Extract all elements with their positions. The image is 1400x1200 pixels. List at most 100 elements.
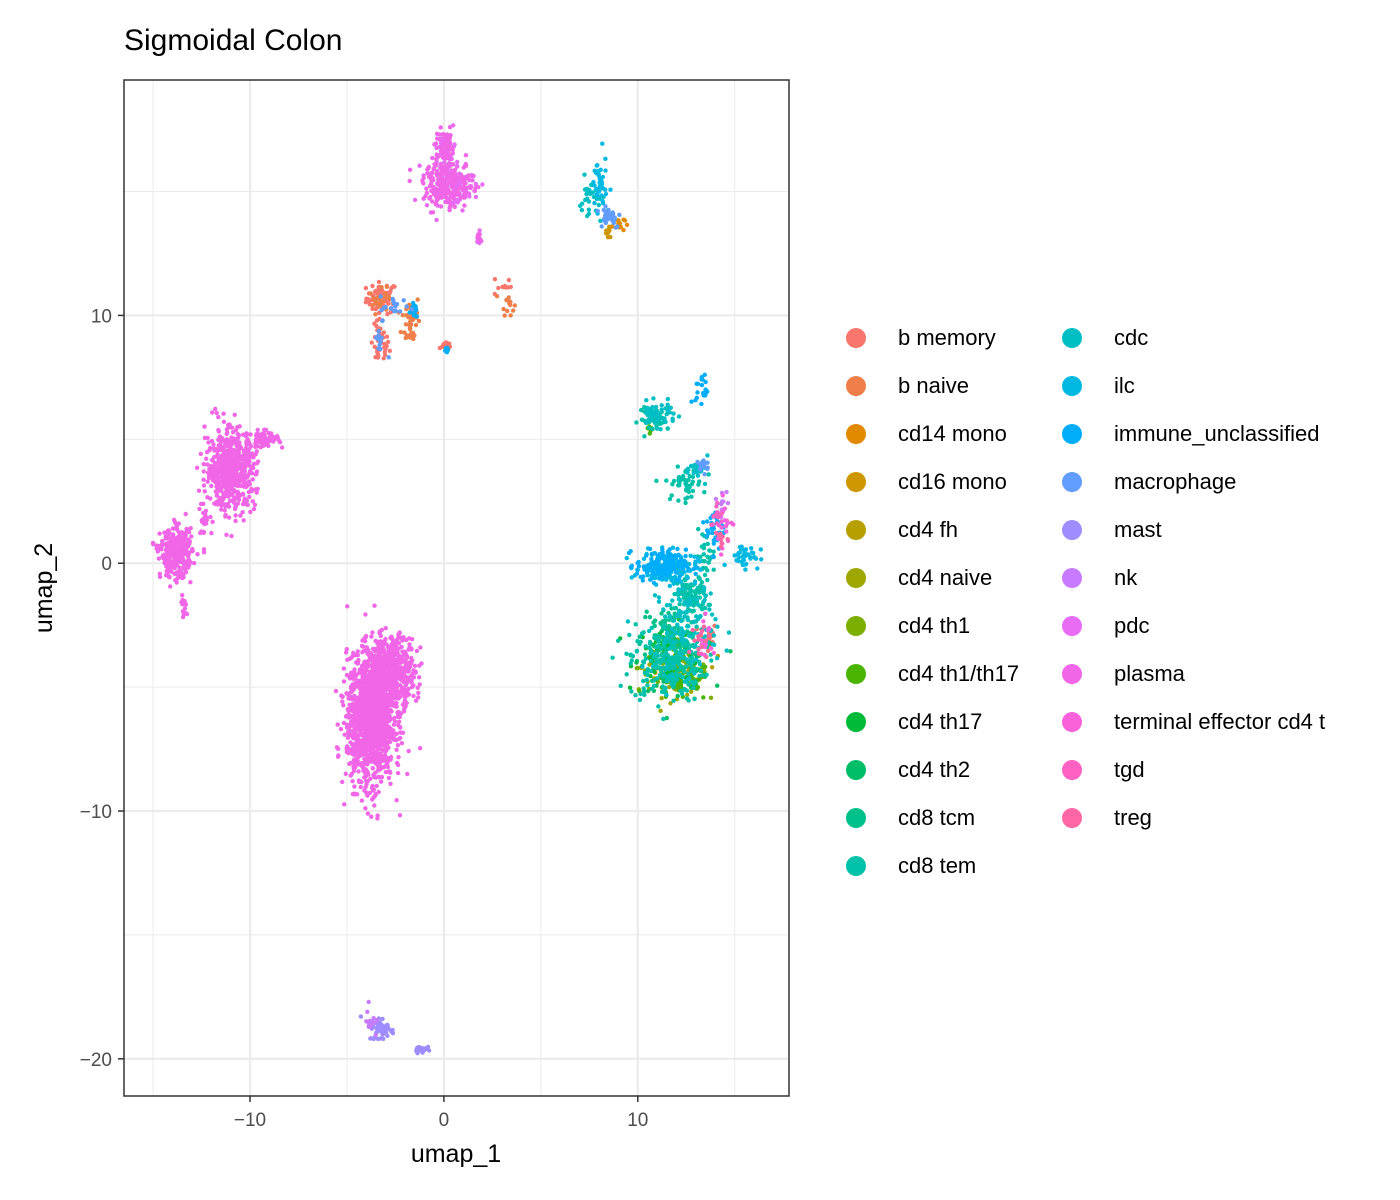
data-point [654,478,659,483]
data-point [182,559,187,565]
data-point [387,348,392,353]
data-point [595,163,600,168]
data-point [473,194,479,200]
data-point [505,308,510,314]
data-point [230,487,236,493]
data-point [650,686,655,691]
data-point [399,644,404,650]
data-point [662,643,667,649]
data-point [584,186,589,192]
data-point [671,640,676,645]
series-cdc [577,172,732,698]
data-point [709,612,715,617]
data-point [667,410,672,415]
data-point [657,554,663,560]
data-point [213,406,218,412]
data-point [590,190,595,195]
data-point [179,535,184,541]
data-point [676,483,681,488]
data-point [254,461,260,466]
data-point [682,648,687,654]
data-point [369,634,374,639]
data-point [670,598,675,603]
data-point [697,673,702,679]
data-point [693,643,698,648]
data-point [705,453,710,458]
data-point [710,642,715,647]
data-point [666,633,671,639]
data-point [650,664,656,669]
data-point [711,549,716,554]
data-point [373,793,378,798]
data-point [634,658,640,664]
data-point [584,191,589,197]
data-point [649,551,654,557]
data-point [368,776,373,781]
data-point [338,726,344,732]
data-point [454,163,460,169]
data-point [686,682,691,687]
data-point [205,462,210,467]
data-point [691,603,696,608]
data-point [645,563,650,569]
data-point [661,716,666,722]
data-point [412,663,418,668]
data-point [442,160,447,165]
data-point [241,518,246,523]
data-point [722,562,727,568]
data-point [371,787,377,792]
data-point [665,426,670,431]
data-point [648,658,654,664]
data-point [339,693,344,698]
data-point [380,318,385,323]
data-point [344,672,350,678]
data-point [659,668,664,673]
data-point [737,550,742,555]
data-point [379,774,385,780]
data-point [244,447,249,452]
data-point [437,345,443,351]
data-point [342,732,347,737]
data-point [689,663,694,669]
data-point [381,739,386,744]
data-point [372,715,377,721]
data-point [363,784,368,790]
data-point [692,462,697,468]
data-point [637,697,643,703]
data-point [190,548,195,554]
data-point [688,553,693,558]
data-point [188,580,193,585]
data-point [425,1044,431,1050]
data-point [643,614,648,620]
data-point [400,667,405,672]
data-point [628,549,633,554]
data-point [508,299,513,305]
data-point [651,678,657,683]
data-point [382,349,387,355]
data-point [228,478,233,484]
data-point [651,580,657,586]
data-point [401,672,407,678]
data-point [340,699,345,704]
data-point [380,743,386,748]
data-point [177,568,183,573]
data-point [383,626,388,631]
data-point [210,410,215,415]
data-point [615,224,620,229]
data-point [408,327,413,332]
data-point [675,464,680,469]
data-point [600,141,605,146]
data-point [654,426,660,431]
data-point [739,559,744,564]
data-point [664,603,670,608]
data-point [395,762,401,768]
data-point [675,578,680,583]
data-point [394,798,399,803]
data-point [363,648,369,653]
data-point [201,550,207,555]
data-point [711,567,716,572]
data-point [682,679,687,684]
data-point [401,689,406,694]
data-point [177,574,182,580]
data-point [676,478,681,483]
